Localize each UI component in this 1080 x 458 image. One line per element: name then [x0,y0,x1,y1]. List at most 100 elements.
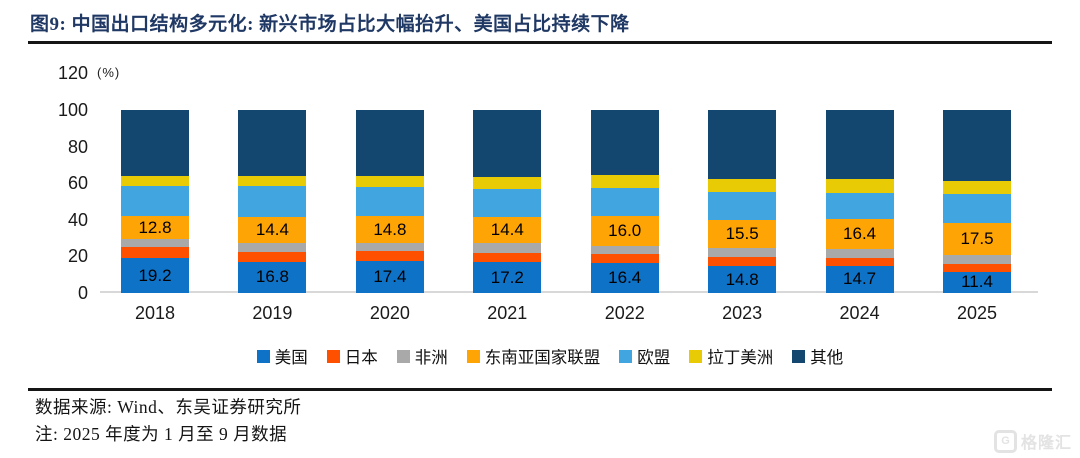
legend-label: 其他 [810,348,844,367]
bar-segment-japan [473,252,542,262]
gelonghui-logo-icon: G [993,429,1017,453]
bar-value-label: 15.5 [725,223,759,243]
data-source-text: 数据来源: Wind、东吴证券研究所 [35,397,302,417]
y-axis-tick-label: 80 [67,136,88,157]
legend-item-asean: 东南亚国家联盟 [466,344,600,368]
bar-segment-others [238,110,307,176]
bar-segment-africa [943,254,1011,265]
bar-segment-us: 19.2 [121,257,189,293]
bar-value-label: 16.8 [255,267,289,287]
bar-segment-asean: 16.0 [590,216,659,246]
bar-segment-us: 17.4 [355,261,424,293]
bar-segment-us: 16.4 [590,262,659,293]
bar-segment-eu [590,187,659,217]
x-axis-category-label: 2023 [722,303,763,323]
x-axis-baseline [100,291,1038,293]
legend-swatch [792,349,806,363]
bar-segment-eu [355,186,424,216]
legend-swatch [619,349,633,363]
bar-segment-eu [121,185,189,216]
y-axis-tick-label: 0 [77,283,88,303]
bar-segment-eu [473,188,542,217]
bar-segment-japan [943,264,1011,273]
bar-value-label: 14.8 [725,269,759,289]
legend-item-eu: 欧盟 [619,344,670,368]
bar-segment-eu [943,193,1011,223]
bar-segment-us: 17.2 [473,261,542,293]
legend-label: 美国 [274,348,308,367]
legend-swatch [689,349,703,363]
bar-segment-asean: 16.4 [825,219,894,250]
bar-segment-others [825,110,894,179]
bar-value-label: 17.2 [490,267,524,287]
x-axis-category-label: 2025 [956,303,998,323]
gelonghui-watermark-text: 格隆汇 [1020,435,1072,452]
x-axis-category-label: 2018 [134,303,176,323]
bar-segment-japan [355,251,424,262]
bar-value-label: 16.0 [608,221,642,241]
y-axis-tick-label: 60 [67,173,88,194]
legend-item-us: 美国 [256,344,308,368]
bar-segment-asean: 17.5 [943,222,1011,255]
bar-segment-japan [825,258,894,267]
bar-value-label: 17.5 [960,228,994,248]
bar-segment-japan [590,254,659,263]
bar-segment-asean: 14.4 [238,217,307,244]
bar-segment-us: 11.4 [943,272,1011,293]
bar-segment-asean: 12.8 [121,215,189,240]
y-axis-tick-label: 40 [67,209,88,230]
bar-segment-latam [708,178,777,193]
bar-segment-africa [825,249,894,259]
bar-value-label: 12.8 [138,217,172,237]
y-axis-tick-label: 20 [67,246,88,267]
legend-label: 非洲 [414,348,448,367]
bar-segment-africa [708,247,777,258]
x-axis-category-label: 2022 [604,303,645,323]
legend-label: 欧盟 [637,348,671,367]
bar-segment-eu [708,192,777,220]
legend-swatch [396,349,410,363]
bar-segment-us: 14.7 [825,266,894,293]
bar-segment-latam [238,175,307,186]
bar-segment-us: 14.8 [708,265,777,293]
chart-legend: 美国 日本 非洲 东南亚国家联盟 欧盟 拉丁美洲 其他 [30,344,1070,368]
x-axis-category-label: 2020 [369,303,410,323]
bar-segment-others [708,110,777,179]
bar-segment-latam [355,176,424,187]
bar-value-label: 16.4 [843,224,877,244]
figure-title: 图9: 中国出口结构多元化: 新兴市场占比大幅抬升、美国占比持续下降 [30,14,630,35]
bar-segment-africa [590,245,659,255]
legend-label: 拉丁美洲 [707,348,774,367]
bar-segment-others [473,110,542,178]
footnote-text: 注: 2025 年度为 1 月至 9 月数据 [35,424,288,444]
legend-item-latam: 拉丁美洲 [689,344,773,368]
bar-value-label: 16.4 [608,267,642,287]
bar-segment-latam [590,174,659,188]
bar-segment-others [590,110,659,175]
gelonghui-watermark: G 格隆汇 [993,429,1072,453]
bar-segment-eu [238,185,307,218]
bar-segment-africa [238,243,307,252]
bar-value-label: 11.4 [961,272,993,292]
bar-segment-others [355,110,424,177]
bar-segment-others [121,110,189,176]
bar-value-label: 19.2 [138,265,172,285]
bar-value-label: 14.7 [843,269,877,289]
bar-segment-japan [238,251,307,263]
bar-value-label: 14.4 [490,219,524,239]
footer-divider-rule [28,388,1052,391]
title-divider-rule [28,41,1052,44]
bar-segment-japan [121,247,189,258]
x-axis-category-label: 2021 [487,303,528,323]
bar-value-label: 14.4 [255,220,289,240]
legend-swatch [466,349,480,363]
legend-item-africa: 非洲 [396,344,448,368]
bar-segment-japan [708,257,777,266]
x-axis-category-label: 2024 [839,303,880,323]
bar-segment-eu [825,192,894,220]
bar-segment-africa [473,243,542,253]
y-axis-unit-label: (%) [97,65,121,80]
bar-segment-asean: 14.4 [473,216,542,244]
legend-item-others: 其他 [792,344,843,368]
y-axis-tick-label: 100 [57,100,88,120]
